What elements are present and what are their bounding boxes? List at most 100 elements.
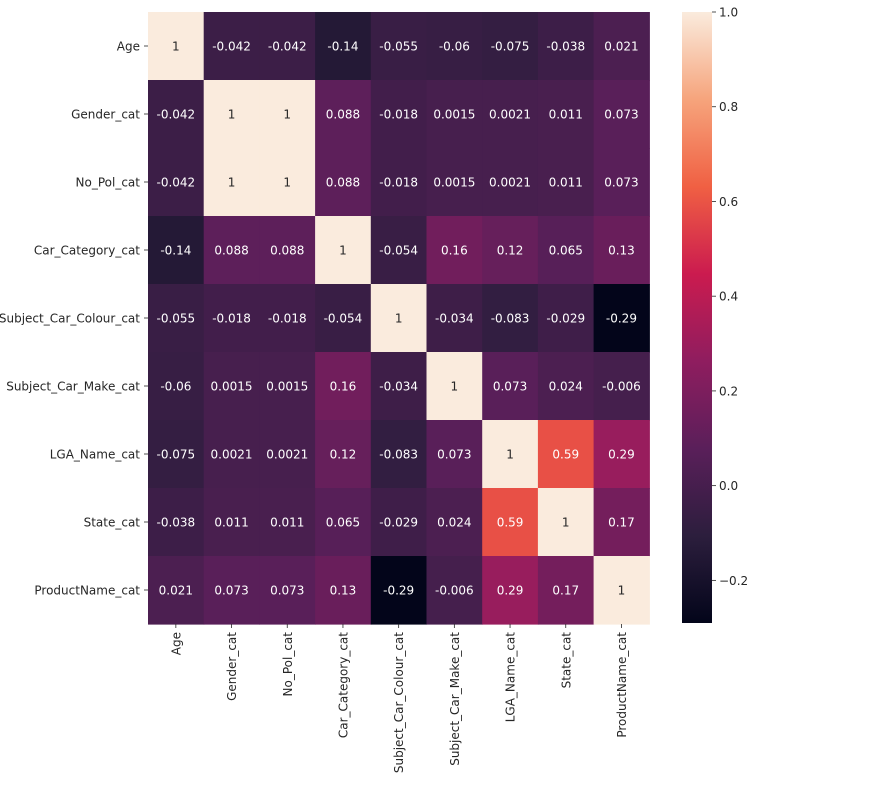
heatmap-cell bbox=[315, 420, 372, 489]
cell-annotation: 0.088 bbox=[214, 244, 248, 258]
x-tick-label: Age bbox=[169, 632, 183, 655]
heatmap-cell bbox=[259, 148, 316, 217]
heatmap-cell bbox=[203, 12, 260, 81]
heatmap-cell bbox=[259, 556, 316, 625]
heatmap-cell bbox=[426, 488, 483, 557]
colorbar-tick-label: 1.0 bbox=[719, 6, 738, 20]
cell-annotation: -0.14 bbox=[160, 244, 191, 258]
cell-annotation: 1 bbox=[395, 312, 403, 326]
cell-annotation: 1 bbox=[228, 176, 236, 190]
colorbar-gradient bbox=[682, 12, 712, 623]
x-tick-label: State_cat bbox=[559, 632, 573, 689]
heatmap-cell bbox=[537, 148, 595, 217]
heatmap-cell bbox=[203, 556, 260, 625]
cell-annotation: 1 bbox=[172, 40, 180, 54]
cell-annotation: -0.055 bbox=[379, 40, 418, 54]
y-tick-label: ProductName_cat bbox=[34, 584, 140, 598]
cell-annotation: -0.14 bbox=[327, 40, 358, 54]
cell-annotation: -0.083 bbox=[379, 448, 418, 462]
cell-annotation: 1 bbox=[228, 108, 236, 122]
heatmap-cell bbox=[315, 284, 372, 353]
heatmap-cell bbox=[426, 420, 483, 489]
colorbar-tick-label: 0.2 bbox=[719, 384, 738, 398]
cell-annotation: 1 bbox=[339, 244, 347, 258]
cell-annotation: 0.088 bbox=[270, 244, 304, 258]
cell-annotation: 0.073 bbox=[604, 108, 638, 122]
heatmap-cell bbox=[259, 284, 316, 353]
heatmap-cell bbox=[370, 216, 428, 285]
heatmap-cell bbox=[537, 284, 595, 353]
cell-annotation: 0.011 bbox=[549, 108, 583, 122]
cell-annotation: 0.021 bbox=[159, 584, 193, 598]
heatmap-cell bbox=[148, 12, 205, 81]
heatmap-cell bbox=[370, 12, 428, 81]
cell-annotation: 0.29 bbox=[608, 448, 635, 462]
heatmap-cell bbox=[482, 216, 539, 285]
heatmap-cell bbox=[482, 556, 539, 625]
cell-annotation: 0.13 bbox=[330, 584, 357, 598]
y-tick-label: Age bbox=[117, 40, 140, 54]
heatmap-cell bbox=[148, 488, 205, 557]
cell-annotation: -0.042 bbox=[157, 108, 196, 122]
heatmap-cell bbox=[148, 80, 205, 149]
cell-annotation: 0.17 bbox=[608, 516, 635, 530]
cell-annotation: 0.59 bbox=[497, 516, 524, 530]
heatmap-cell bbox=[370, 284, 428, 353]
cell-annotation: -0.042 bbox=[157, 176, 196, 190]
heatmap-cell bbox=[426, 80, 483, 149]
cell-annotation: -0.054 bbox=[379, 244, 418, 258]
colorbar-tick-label: 0.6 bbox=[719, 195, 738, 209]
heatmap-cell bbox=[370, 420, 428, 489]
x-tick-labels: Age Gender_cat No_Pol_cat Car_Category_cat S… bbox=[169, 624, 629, 773]
colorbar-tick-label: 0.4 bbox=[719, 290, 738, 304]
cell-annotation: 0.065 bbox=[549, 244, 583, 258]
heatmap-cell bbox=[593, 556, 650, 625]
heatmap-cell bbox=[426, 284, 483, 353]
heatmap-cell bbox=[370, 352, 428, 421]
heatmap-cell bbox=[482, 488, 539, 557]
heatmap-cell bbox=[203, 420, 260, 489]
cell-annotation: 0.0015 bbox=[211, 380, 253, 394]
heatmap-cell bbox=[259, 80, 316, 149]
cell-annotation: -0.042 bbox=[268, 40, 307, 54]
cell-annotation: 0.12 bbox=[497, 244, 524, 258]
cell-annotation: 0.024 bbox=[437, 516, 471, 530]
cell-annotation: 0.073 bbox=[214, 584, 248, 598]
cell-annotation: -0.034 bbox=[435, 312, 474, 326]
heatmap-cell bbox=[482, 12, 539, 81]
heatmap-cell bbox=[593, 352, 650, 421]
heatmap-cell bbox=[537, 80, 595, 149]
cell-annotation: -0.034 bbox=[379, 380, 418, 394]
cell-annotation: 0.011 bbox=[214, 516, 248, 530]
heatmap-cell bbox=[315, 352, 372, 421]
cell-annotation: -0.029 bbox=[379, 516, 418, 530]
heatmap-cell bbox=[315, 148, 372, 217]
y-tick-label: No_Pol_cat bbox=[76, 176, 141, 190]
cell-annotation: 1 bbox=[283, 176, 291, 190]
cell-annotation: 0.0015 bbox=[433, 108, 475, 122]
heatmap-cell bbox=[203, 352, 260, 421]
cell-annotation: -0.055 bbox=[157, 312, 196, 326]
x-tick-label: Gender_cat bbox=[225, 632, 239, 701]
cell-annotation: 0.073 bbox=[270, 584, 304, 598]
heatmap-cell bbox=[203, 488, 260, 557]
cell-annotation: -0.018 bbox=[212, 312, 251, 326]
heatmap-cell bbox=[315, 80, 372, 149]
cell-annotation: 0.0021 bbox=[266, 448, 308, 462]
heatmap-cell bbox=[426, 352, 483, 421]
cell-annotation: 0.073 bbox=[493, 380, 527, 394]
cell-annotation: -0.083 bbox=[491, 312, 530, 326]
heatmap-cell bbox=[593, 284, 650, 353]
cell-annotation: -0.018 bbox=[379, 108, 418, 122]
cell-annotation: 0.088 bbox=[326, 108, 360, 122]
heatmap-cell bbox=[203, 216, 260, 285]
heatmap-cell bbox=[593, 148, 650, 217]
heatmap-cell bbox=[537, 556, 595, 625]
heatmap-cell bbox=[593, 12, 650, 81]
cell-annotation: -0.018 bbox=[379, 176, 418, 190]
heatmap-cell bbox=[482, 80, 539, 149]
cell-annotation: -0.06 bbox=[160, 380, 191, 394]
cell-annotation: 0.011 bbox=[270, 516, 304, 530]
cell-annotation: 0.024 bbox=[549, 380, 583, 394]
